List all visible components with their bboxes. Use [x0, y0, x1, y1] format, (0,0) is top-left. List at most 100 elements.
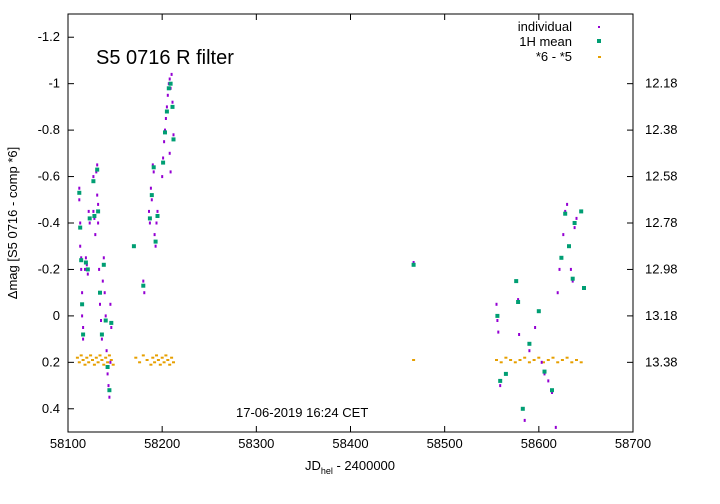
- point-1h-mean-0: [77, 190, 82, 195]
- point--6-5-6: [87, 361, 91, 364]
- point-1h-mean-30: [168, 81, 173, 86]
- point-1h-mean-1: [78, 225, 83, 230]
- point-individual-91: [566, 202, 569, 206]
- point-1h-mean-10: [95, 167, 100, 172]
- point-1h-mean-13: [99, 332, 104, 337]
- point-individual-3: [79, 244, 82, 248]
- point--6-5-9: [92, 363, 96, 366]
- point--6-5-8: [91, 359, 94, 361]
- point--6-5-18: [109, 359, 113, 361]
- point-individual-10: [84, 267, 86, 271]
- point--6-5-41: [509, 359, 513, 361]
- point-individual-36: [107, 384, 110, 388]
- point-individual-8: [82, 326, 85, 329]
- point-individual-13: [86, 272, 89, 276]
- point--6-5-24: [149, 363, 153, 366]
- point-1h-mean-9: [92, 214, 97, 218]
- chart-title: S5 0716 R filter: [96, 47, 234, 69]
- point--6-5-39: [499, 361, 503, 364]
- point-1h-mean-15: [103, 318, 108, 323]
- point-individual-42: [143, 291, 146, 295]
- point-individual-34: [105, 349, 108, 353]
- x-tick-label-3: 58400: [332, 436, 368, 451]
- point-individual-40: [109, 302, 112, 306]
- point-individual-37: [108, 395, 111, 399]
- point-individual-77: [523, 418, 526, 422]
- point--6-5-53: [565, 356, 569, 359]
- point--6-5-40: [504, 356, 508, 359]
- point-individual-63: [170, 72, 173, 76]
- point-individual-56: [164, 128, 166, 132]
- x-tick-label-1: 58200: [144, 436, 180, 451]
- point--6-5-7: [89, 354, 93, 357]
- point-individual-89: [562, 233, 565, 237]
- point-1h-mean-6: [85, 267, 90, 272]
- y-tick-label-8: 0.4: [42, 401, 60, 416]
- point-individual-1: [78, 198, 81, 202]
- point--6-5-30: [160, 356, 164, 359]
- point-individual-65: [172, 133, 175, 137]
- x-axis-label-subscript: hel: [321, 466, 333, 476]
- y2-tick-label-0: 12.18: [645, 76, 678, 91]
- point-individual-6: [81, 291, 84, 295]
- y-tick-label-1: -1: [48, 76, 60, 91]
- point--6-5-3: [81, 359, 85, 361]
- point-individual-87: [558, 267, 561, 271]
- point-1h-mean-25: [155, 214, 160, 218]
- point--6-5-49: [546, 359, 550, 361]
- y2-tick-label-3: 12.78: [645, 215, 678, 230]
- point--6-5-21: [138, 361, 142, 364]
- point-individual-19: [93, 216, 96, 220]
- point-1h-mean-29: [166, 86, 171, 91]
- point-individual-67: [169, 170, 172, 174]
- point-individual-0: [78, 186, 81, 190]
- point-1h-mean-4: [81, 332, 86, 337]
- point-1h-mean-49: [579, 209, 584, 214]
- legend-swatch-individual: [598, 26, 600, 28]
- point--6-5-28: [156, 359, 160, 361]
- point-individual-61: [168, 77, 171, 81]
- point-individual-59: [166, 93, 169, 97]
- legend-swatch-1h-mean: [597, 39, 601, 43]
- point-individual-71: [497, 330, 500, 334]
- point--6-5-50: [551, 356, 555, 359]
- axis-ticks: [67, 14, 634, 432]
- y-tick-label-2: -0.8: [38, 122, 60, 137]
- point-individual-5: [80, 267, 83, 271]
- point-individual-21: [95, 170, 98, 174]
- point-individual-26: [98, 267, 101, 271]
- point-individual-55: [163, 140, 166, 144]
- point-individual-22: [96, 163, 99, 167]
- y2-tick-label-2: 12.58: [645, 169, 678, 184]
- point--6-5-35: [170, 356, 174, 359]
- point-individual-70: [496, 319, 499, 322]
- point--6-5-26: [153, 361, 157, 364]
- point-individual-35: [106, 372, 109, 376]
- point-individual-72: [499, 384, 502, 388]
- x-tick-label-4: 58500: [427, 436, 463, 451]
- x-tick-label-0: 58100: [50, 436, 86, 451]
- point-individual-57: [164, 117, 167, 120]
- point-1h-mean-22: [149, 193, 154, 198]
- y-tick-label-4: -0.4: [38, 215, 60, 230]
- point--6-5-27: [155, 354, 158, 357]
- point-individual-84: [551, 391, 553, 394]
- point-individual-66: [168, 151, 171, 155]
- point-1h-mean-16: [105, 365, 110, 369]
- point-1h-mean-21: [147, 216, 152, 221]
- point--6-5-29: [158, 363, 162, 366]
- point-individual-24: [97, 202, 100, 206]
- point-individual-52: [156, 209, 159, 213]
- point-1h-mean-48: [572, 221, 577, 225]
- point--6-5-0: [75, 356, 79, 359]
- point--6-5-45: [527, 361, 531, 364]
- point--6-5-17: [107, 354, 111, 357]
- point-1h-mean-5: [83, 260, 88, 265]
- point--6-5-47: [537, 356, 541, 359]
- point-individual-69: [495, 302, 498, 306]
- point-1h-mean-17: [107, 388, 112, 393]
- point-1h-mean-18: [109, 320, 114, 325]
- point--6-5-48: [542, 361, 545, 364]
- point-1h-mean-33: [411, 262, 416, 267]
- point-individual-48: [152, 170, 155, 174]
